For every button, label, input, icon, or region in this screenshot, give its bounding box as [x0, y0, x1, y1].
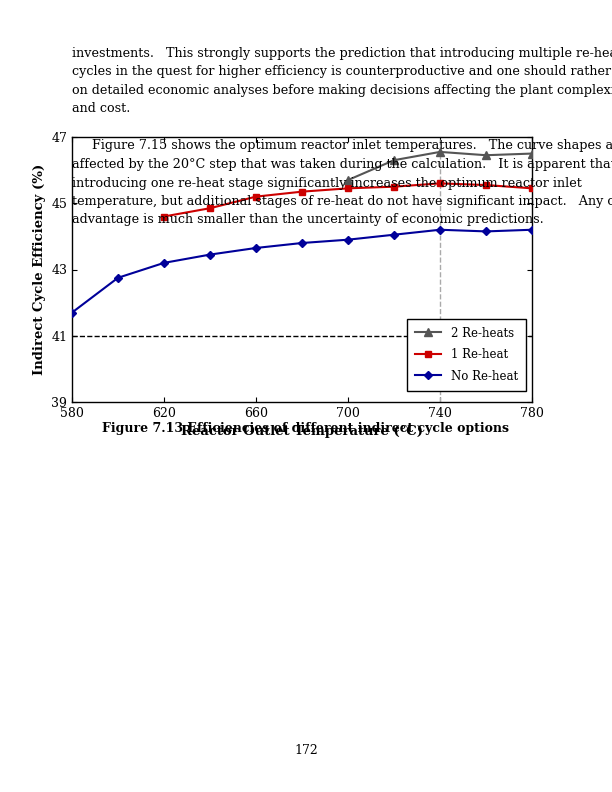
X-axis label: Reactor Outlet Temperature (°C): Reactor Outlet Temperature (°C) [181, 425, 423, 439]
Y-axis label: Indirect Cycle Efficiency (%): Indirect Cycle Efficiency (%) [32, 164, 45, 375]
Text: Figure 7.13 Efficiencies of different indirect cycle options: Figure 7.13 Efficiencies of different in… [102, 422, 510, 435]
Text: 172: 172 [294, 744, 318, 757]
Text: Figure 7.15 shows the optimum reactor inlet temperatures.   The curve shapes are: Figure 7.15 shows the optimum reactor in… [72, 139, 612, 153]
Text: cycles in the quest for higher efficiency is counterproductive and one should ra: cycles in the quest for higher efficienc… [72, 66, 612, 78]
Text: on detailed economic analyses before making decisions affecting the plant comple: on detailed economic analyses before mak… [72, 84, 612, 97]
Text: investments.   This strongly supports the prediction that introducing multiple r: investments. This strongly supports the … [72, 47, 612, 60]
Text: and cost.: and cost. [72, 102, 130, 116]
Text: temperature, but additional stages of re-heat do not have significant impact.   : temperature, but additional stages of re… [72, 195, 612, 208]
Text: introducing one re-heat stage significantly increases the optimum reactor inlet: introducing one re-heat stage significan… [72, 177, 582, 189]
Legend: 2 Re-heats, 1 Re-heat, No Re-heat: 2 Re-heats, 1 Re-heat, No Re-heat [407, 318, 526, 390]
Text: advantage is much smaller than the uncertainty of economic predictions.: advantage is much smaller than the uncer… [72, 214, 543, 227]
Text: affected by the 20°C step that was taken during the calculation.   It is apparen: affected by the 20°C step that was taken… [72, 158, 612, 171]
